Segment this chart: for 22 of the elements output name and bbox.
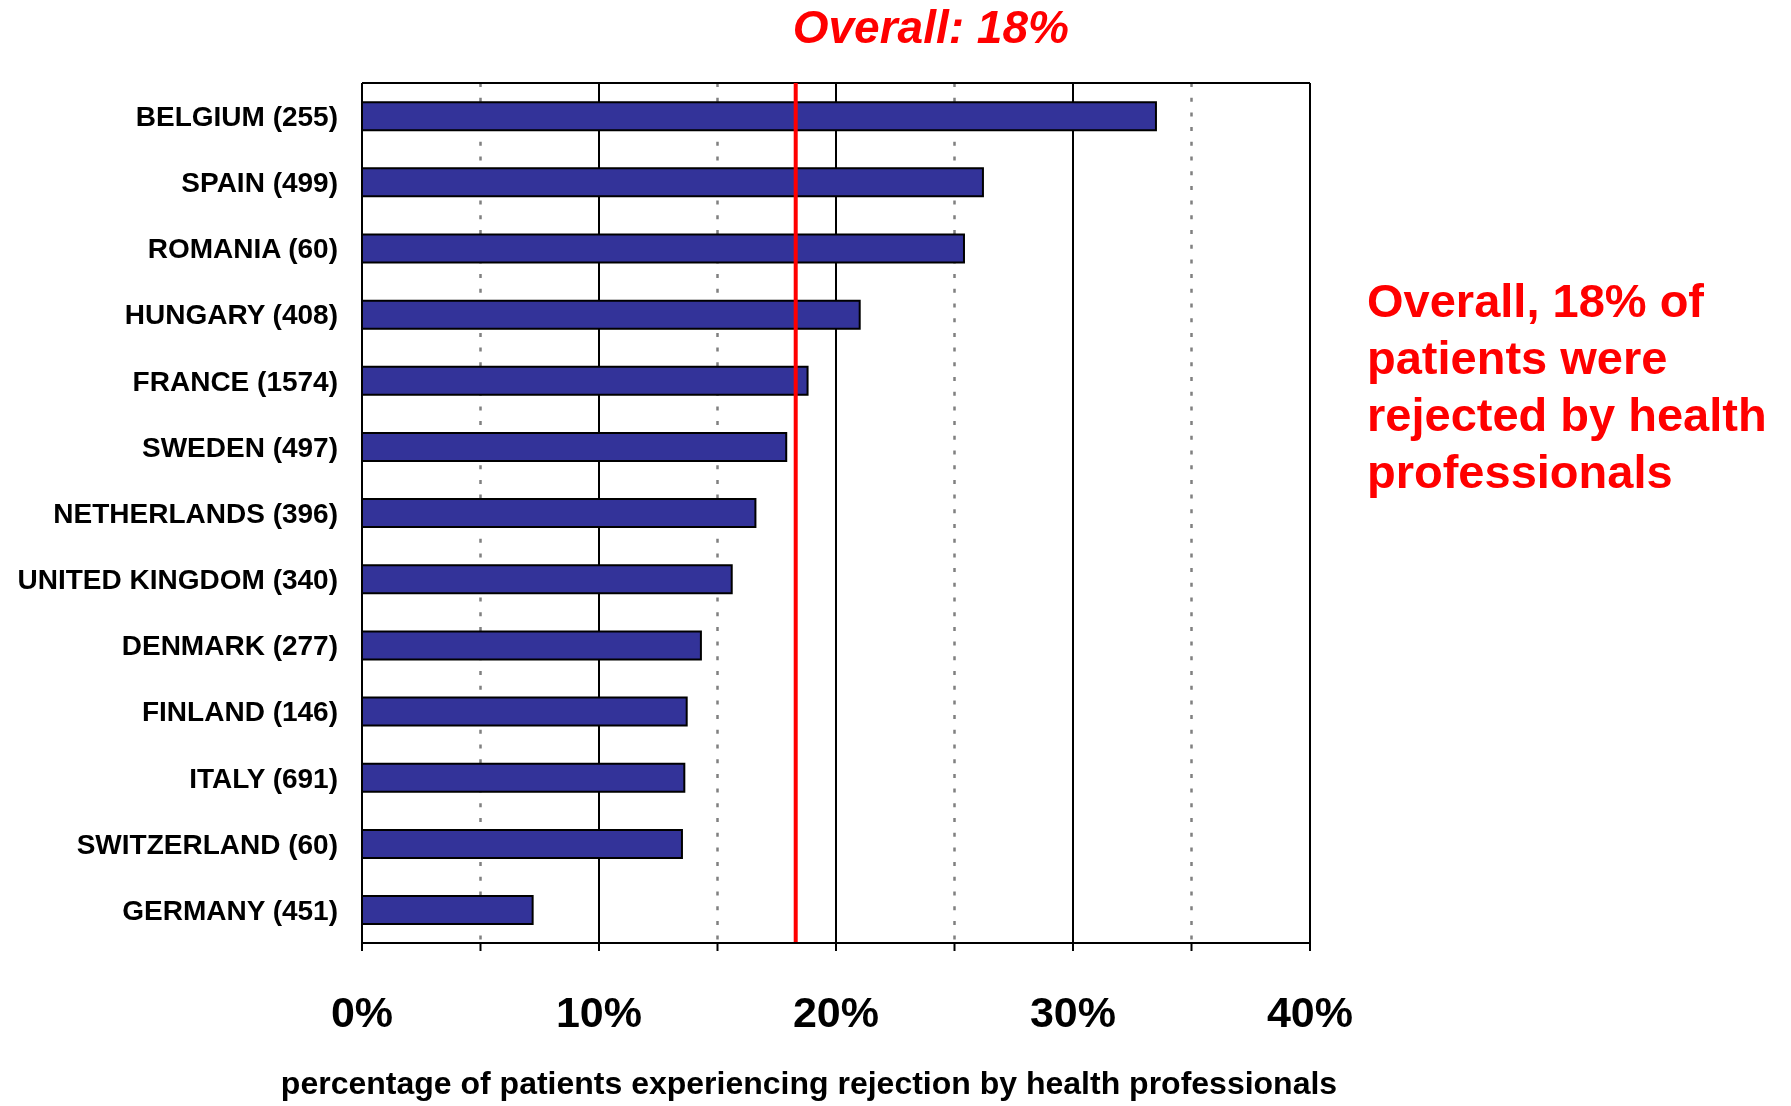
- y-tick-label: NETHERLANDS (396): [53, 497, 338, 529]
- y-tick-label: SWEDEN (497): [141, 431, 338, 463]
- y-tick-label: DENMARK (277): [121, 630, 338, 662]
- x-tick-label: 30%: [1029, 987, 1117, 1036]
- x-tick-label: 40%: [1266, 987, 1354, 1036]
- y-tick-label: SWITZERLAND (60): [76, 828, 338, 860]
- y-tick-label: UNITED KINGDOM (340): [17, 564, 338, 596]
- x-tick-label: 10%: [555, 987, 643, 1036]
- y-tick-label: FRANCE (1574): [132, 365, 338, 397]
- x-tick-label: 20%: [792, 987, 880, 1036]
- text: Overall, 18% of patients were rejected by health professionals: [1367, 273, 1768, 500]
- x-tick-label: 0%: [330, 987, 394, 1036]
- y-tick-label: FINLAND (146): [141, 696, 338, 728]
- y-tick-label: BELGIUM (255): [135, 101, 338, 133]
- y-tick-label: ROMANIA (60): [147, 233, 338, 265]
- y-tick-label: HUNGARY (408): [124, 299, 338, 331]
- ref-line-label: Overall: 18%: [792, 1, 1069, 53]
- x-axis-title: percentage of patients experiencing rejection by health professionals: [280, 1064, 1338, 1102]
- y-tick-label: ITALY (691): [189, 762, 338, 794]
- y-tick-label: SPAIN (499): [181, 167, 338, 199]
- bar: [362, 895, 534, 926]
- y-tick-label: GERMANY (451): [122, 894, 338, 926]
